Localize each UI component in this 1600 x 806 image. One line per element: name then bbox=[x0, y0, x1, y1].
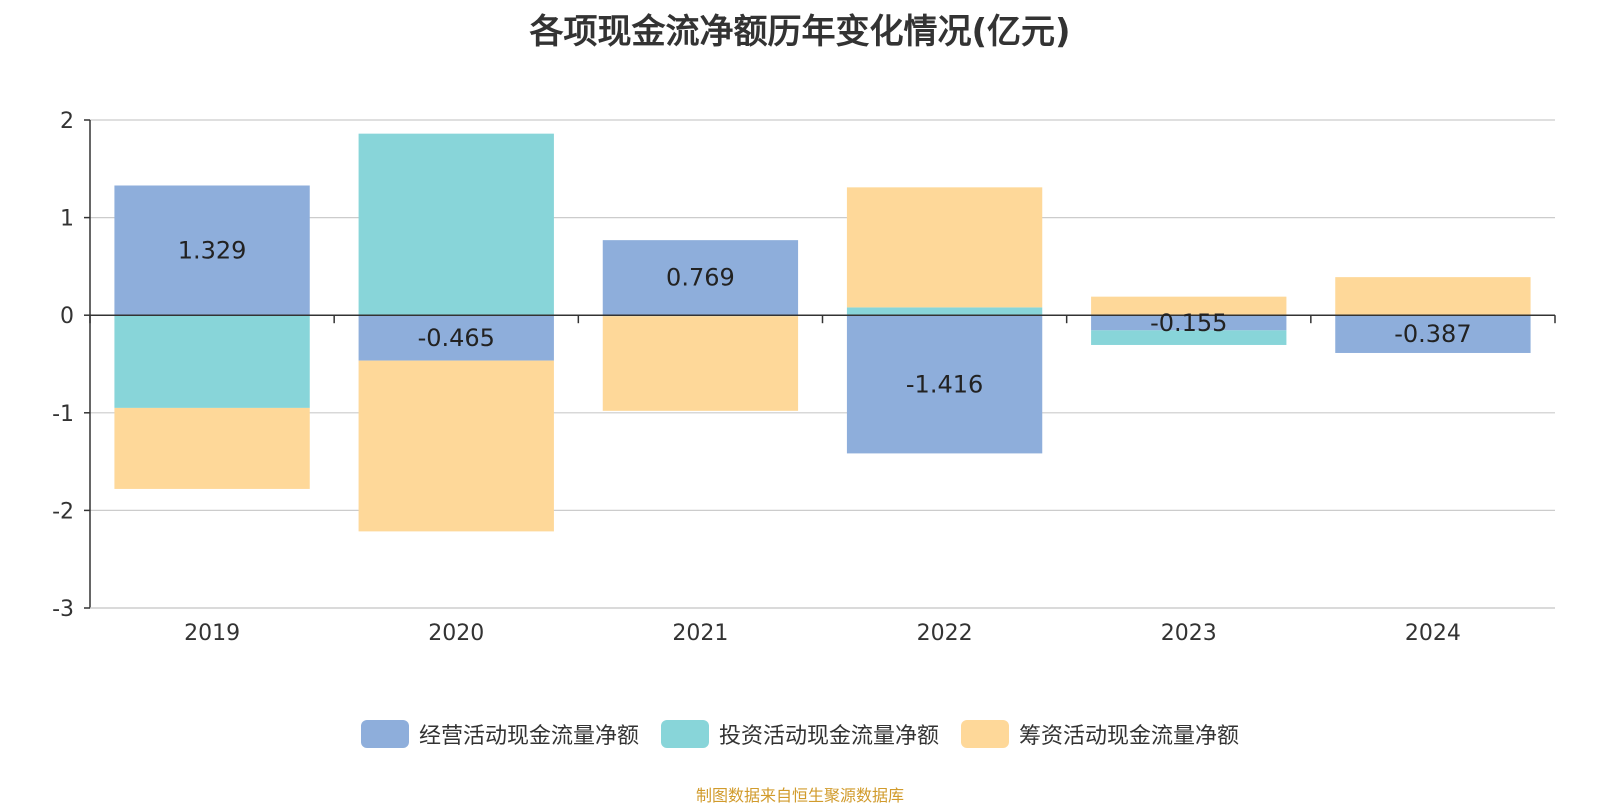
x-tick-label-2024: 2024 bbox=[1405, 621, 1461, 646]
legend-label-1: 投资活动现金流量净额 bbox=[718, 724, 939, 749]
data-label-s0-2019: 1.329 bbox=[178, 236, 247, 264]
data-label-s0-2024: -0.387 bbox=[1394, 320, 1471, 348]
source-note: 制图数据来自恒生聚源数据库 bbox=[695, 786, 904, 805]
x-tick-label-2022: 2022 bbox=[917, 621, 973, 646]
x-tick-label-2023: 2023 bbox=[1161, 621, 1217, 646]
bar-s2-2020 bbox=[358, 360, 554, 532]
bar-s0-2022 bbox=[846, 315, 1043, 454]
bar-s1-2019 bbox=[114, 315, 310, 408]
bar-s2-2022 bbox=[846, 187, 1043, 308]
data-label-s0-2023: -0.155 bbox=[1150, 309, 1227, 337]
legend-label-0: 经营活动现金流量净额 bbox=[418, 724, 639, 749]
legend-swatch-2 bbox=[961, 720, 1009, 748]
legend-item-0[interactable]: 经营活动现金流量净额 bbox=[360, 718, 639, 750]
data-label-s0-2021: 0.769 bbox=[666, 264, 735, 292]
chart-title: 各项现金流净额历年变化情况(亿元) bbox=[529, 12, 1071, 52]
bar-s0-2021 bbox=[602, 240, 799, 316]
legend-swatch-0 bbox=[360, 720, 409, 748]
legend-item-1[interactable]: 投资活动现金流量净额 bbox=[660, 718, 939, 750]
legend-swatch-1 bbox=[660, 720, 709, 748]
y-tick-label-4: -2 bbox=[52, 499, 74, 524]
bar-s1-2022 bbox=[846, 307, 1043, 316]
bar-s0-2019 bbox=[114, 185, 310, 316]
data-label-s0-2020: -0.465 bbox=[418, 324, 495, 352]
grid-lines bbox=[90, 119, 1555, 609]
legend-label-2: 筹资活动现金流量净额 bbox=[1019, 724, 1240, 749]
bar-s0-2023 bbox=[1091, 315, 1287, 331]
y-tick-label-1: 1 bbox=[60, 207, 74, 232]
y-tick-label-0: 2 bbox=[60, 109, 74, 134]
bar-s1-2020 bbox=[358, 133, 554, 316]
bar-s0-2020 bbox=[358, 315, 554, 361]
y-tick-label-5: -3 bbox=[52, 597, 74, 622]
bar-s0-2024 bbox=[1335, 315, 1531, 353]
bar-s2-2019 bbox=[114, 407, 310, 489]
x-tick-label-2019: 2019 bbox=[184, 621, 240, 646]
legend-item-2[interactable]: 筹资活动现金流量净额 bbox=[961, 718, 1239, 750]
bar-s2-2024 bbox=[1335, 277, 1531, 316]
bar-s2-2021 bbox=[602, 316, 799, 411]
data-label-s0-2022: -1.416 bbox=[906, 370, 983, 398]
y-tick-label-3: -1 bbox=[52, 402, 74, 427]
data-labels: 1.329 -0.465 0.769 -1.416 -0.155 -0.387 bbox=[178, 236, 1472, 398]
legend: 经营活动现金流量净额 投资活动现金流量净额 筹资活动现金流量净额 bbox=[0, 718, 1600, 750]
bar-s2-2023 bbox=[1091, 296, 1287, 316]
y-tick-label-2: 0 bbox=[60, 304, 74, 329]
axes: 2 1 0 -1 -2 -3 2019 2020 2021 2022 2023 2024 bbox=[52, 109, 1556, 646]
x-tick-label-2020: 2020 bbox=[428, 621, 484, 646]
bars bbox=[114, 133, 1531, 532]
bar-s1-2023 bbox=[1091, 330, 1287, 345]
x-tick-label-2021: 2021 bbox=[672, 621, 728, 646]
